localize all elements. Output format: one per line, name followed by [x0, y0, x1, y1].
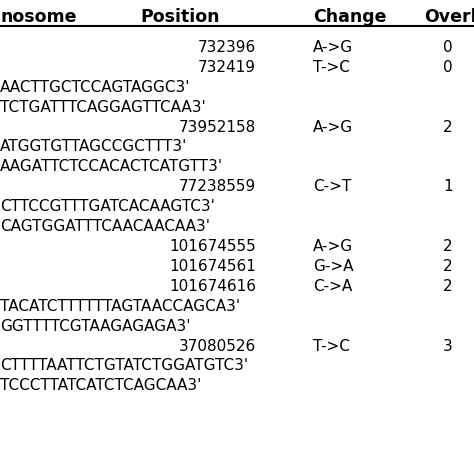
Text: T->C: T->C — [313, 60, 350, 75]
Text: Change: Change — [313, 8, 386, 26]
Text: Position: Position — [140, 8, 220, 26]
Text: A->G: A->G — [313, 239, 353, 254]
Text: 3: 3 — [443, 338, 453, 354]
Text: 2: 2 — [443, 119, 453, 135]
Text: 101674616: 101674616 — [169, 279, 256, 294]
Text: 1: 1 — [443, 179, 453, 194]
Text: C->A: C->A — [313, 279, 352, 294]
Text: G->A: G->A — [313, 259, 353, 274]
Text: T->C: T->C — [313, 338, 350, 354]
Text: A->G: A->G — [313, 119, 353, 135]
Text: AACTTGCTCCAGTAGGC3': AACTTGCTCCAGTAGGC3' — [0, 80, 191, 95]
Text: nosome: nosome — [0, 8, 76, 26]
Text: 2: 2 — [443, 259, 453, 274]
Text: Overlap: Overlap — [424, 8, 474, 26]
Text: AAGATTCTCCACACTCATGTT3': AAGATTCTCCACACTCATGTT3' — [0, 159, 223, 174]
Text: 2: 2 — [443, 279, 453, 294]
Text: 37080526: 37080526 — [179, 338, 256, 354]
Text: 73952158: 73952158 — [179, 119, 256, 135]
Text: CTTTTAATTCTGTATCTGGATGTC3': CTTTTAATTCTGTATCTGGATGTC3' — [0, 358, 248, 374]
Text: CTTCCGTTTGATCACAAGTC3': CTTCCGTTTGATCACAAGTC3' — [0, 199, 215, 214]
Text: 77238559: 77238559 — [179, 179, 256, 194]
Text: TCTGATTTCAGGAGTTCAA3': TCTGATTTCAGGAGTTCAA3' — [0, 100, 206, 115]
Text: 0: 0 — [443, 40, 453, 55]
Text: 101674561: 101674561 — [169, 259, 256, 274]
Text: GGTTTTCGTAAGAGAGA3': GGTTTTCGTAAGAGAGA3' — [0, 319, 191, 334]
Text: 101674555: 101674555 — [169, 239, 256, 254]
Text: CAGTGGATTTCAACAACAA3': CAGTGGATTTCAACAACAA3' — [0, 219, 210, 234]
Text: 732419: 732419 — [198, 60, 256, 75]
Text: ATGGTGTTAGCCGCTTT3': ATGGTGTTAGCCGCTTT3' — [0, 139, 187, 155]
Text: 0: 0 — [443, 60, 453, 75]
Text: C->T: C->T — [313, 179, 351, 194]
Text: 2: 2 — [443, 239, 453, 254]
Text: 732396: 732396 — [198, 40, 256, 55]
Text: TACATCTTTTTTAGTAACCAGCA3': TACATCTTTTTTAGTAACCAGCA3' — [0, 299, 240, 314]
Text: A->G: A->G — [313, 40, 353, 55]
Text: TCCCTTATCATCTCAGCAA3': TCCCTTATCATCTCAGCAA3' — [0, 378, 201, 393]
